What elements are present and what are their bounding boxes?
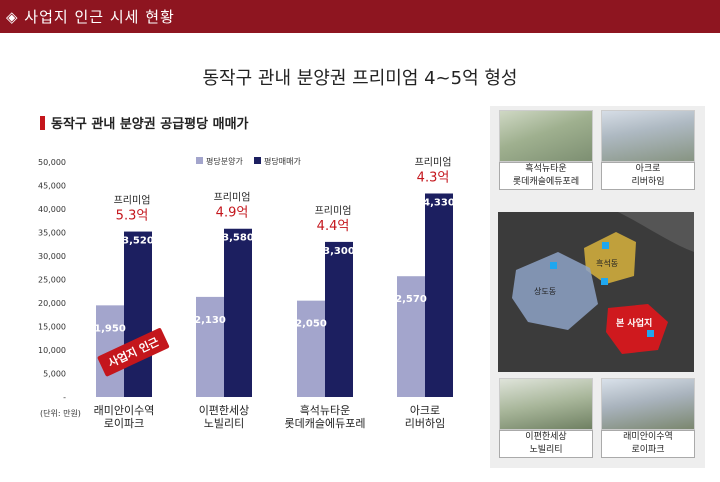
marker-4 bbox=[647, 330, 654, 337]
legend-swatch-market bbox=[254, 157, 261, 164]
header-bar: ◈ 사업지 인근 시세 현황 bbox=[0, 0, 720, 33]
category-label: 롯데캐슬에듀포레 bbox=[285, 417, 366, 430]
caption-heukseok: 흑석뉴타운 롯데캐슬에듀포레 bbox=[499, 162, 593, 190]
category-label: 이편한세상 bbox=[199, 404, 250, 417]
label-sangdo: 상도동 bbox=[534, 286, 556, 296]
page-title: ◈ 사업지 인근 시세 현황 bbox=[6, 8, 175, 26]
category-label: 래미안이수역 bbox=[94, 404, 155, 417]
caption-ecvil-line2: 노빌리티 bbox=[529, 445, 563, 455]
premium-label: 프리미엄 bbox=[415, 156, 452, 168]
y-tick-label: 50,000 bbox=[38, 158, 66, 167]
y-tick-label: 30,000 bbox=[38, 252, 66, 261]
marker-3 bbox=[601, 278, 608, 285]
value-label-sale: 1,950 bbox=[94, 323, 126, 334]
marker-1 bbox=[550, 262, 557, 269]
photo-heukseok bbox=[499, 110, 593, 162]
map-svg: 흑석동 상도동 본 사업지 bbox=[498, 212, 694, 372]
bar-market bbox=[124, 231, 152, 397]
subtitle-marker bbox=[40, 115, 45, 130]
bar-market bbox=[325, 241, 353, 397]
caption-acro-line2: 리버하임 bbox=[631, 177, 665, 187]
legend-swatch-sale bbox=[196, 157, 203, 164]
y-tick-label: 35,000 bbox=[38, 229, 66, 238]
caption-raemian-line1: 래미안이수역 bbox=[623, 432, 673, 442]
bar-market bbox=[425, 193, 453, 397]
marker-2 bbox=[602, 242, 609, 249]
y-tick-label: 25,000 bbox=[38, 276, 66, 285]
legend-label-market: 평당매매가 bbox=[264, 156, 301, 166]
y-tick-label: - bbox=[63, 393, 66, 402]
map-image: 흑석동 상도동 본 사업지 bbox=[498, 212, 694, 372]
price-chart: - 5,000 10,000 15,000 20,000 25,000 30,000 35,0… bbox=[38, 156, 455, 430]
units-label: (단위: 만원) bbox=[40, 408, 81, 418]
bar-sale bbox=[297, 300, 325, 397]
value-label-sale: 2,050 bbox=[295, 319, 327, 330]
premium-value: 4.3억 bbox=[417, 170, 450, 185]
caption-heukseok-line2: 롯데캐슬에듀포레 bbox=[512, 177, 580, 187]
premium-value: 5.3억 bbox=[116, 209, 149, 224]
y-tick-label: 5,000 bbox=[43, 370, 66, 379]
caption-raemian: 래미안이수역 로이파크 bbox=[601, 430, 695, 458]
label-site: 본 사업지 bbox=[616, 317, 652, 329]
heukseok-area bbox=[584, 232, 636, 284]
bar-sale bbox=[397, 276, 425, 397]
caption-heukseok-line1: 흑석뉴타운 bbox=[525, 164, 567, 174]
value-label-market: 3,580 bbox=[222, 233, 254, 244]
category-label: 노빌리티 bbox=[204, 417, 244, 430]
site-area bbox=[606, 304, 668, 354]
premium-label: 프리미엄 bbox=[114, 195, 151, 207]
category-label: 로이파크 bbox=[104, 417, 144, 430]
premium-label: 프리미엄 bbox=[214, 192, 251, 204]
caption-acro-line1: 아크로 bbox=[635, 164, 661, 174]
y-tick-label: 40,000 bbox=[38, 205, 66, 214]
headline: 동작구 관내 분양권 프리미엄 4~5억 형성 bbox=[202, 68, 518, 89]
y-tick-label: 20,000 bbox=[38, 299, 66, 308]
caption-ecvil: 이편한세상 노빌리티 bbox=[499, 430, 593, 458]
caption-ecvil-line1: 이편한세상 bbox=[525, 432, 567, 442]
bar-market bbox=[224, 228, 252, 397]
caption-acro: 아크로 리버하임 bbox=[601, 162, 695, 190]
chart-subtitle: 동작구 관내 분양권 공급평당 매매가 bbox=[40, 113, 249, 132]
value-label-market: 4,330 bbox=[423, 197, 455, 208]
sangdo-area bbox=[512, 252, 598, 330]
label-heukseok: 흑석동 bbox=[596, 258, 618, 268]
category-label: 아크로 bbox=[410, 404, 440, 417]
subtitle-text: 동작구 관내 분양권 공급평당 매매가 bbox=[51, 117, 249, 132]
caption-raemian-line2: 로이파크 bbox=[631, 445, 665, 455]
premium-label: 프리미엄 bbox=[315, 205, 352, 217]
premium-value: 4.4억 bbox=[317, 219, 350, 234]
photo-acro bbox=[601, 110, 695, 162]
river-shape bbox=[618, 212, 694, 252]
value-label-market: 3,520 bbox=[122, 236, 154, 247]
bar-sale bbox=[196, 296, 224, 397]
value-label-market: 3,300 bbox=[323, 246, 355, 257]
y-tick-label: 45,000 bbox=[38, 182, 66, 191]
value-label-sale: 2,570 bbox=[395, 294, 427, 305]
value-label-sale: 2,130 bbox=[194, 315, 226, 326]
photo-ecvil bbox=[499, 378, 593, 430]
premium-value: 4.9억 bbox=[216, 206, 249, 221]
category-label: 리버하임 bbox=[405, 416, 445, 430]
category-label: 흑석뉴타운 bbox=[300, 403, 351, 417]
stamp-bg bbox=[97, 328, 170, 377]
y-tick-label: 15,000 bbox=[38, 323, 66, 332]
photo-raemian bbox=[601, 378, 695, 430]
y-tick-label: 10,000 bbox=[38, 346, 66, 355]
legend-label-sale: 평당분양가 bbox=[206, 156, 243, 166]
